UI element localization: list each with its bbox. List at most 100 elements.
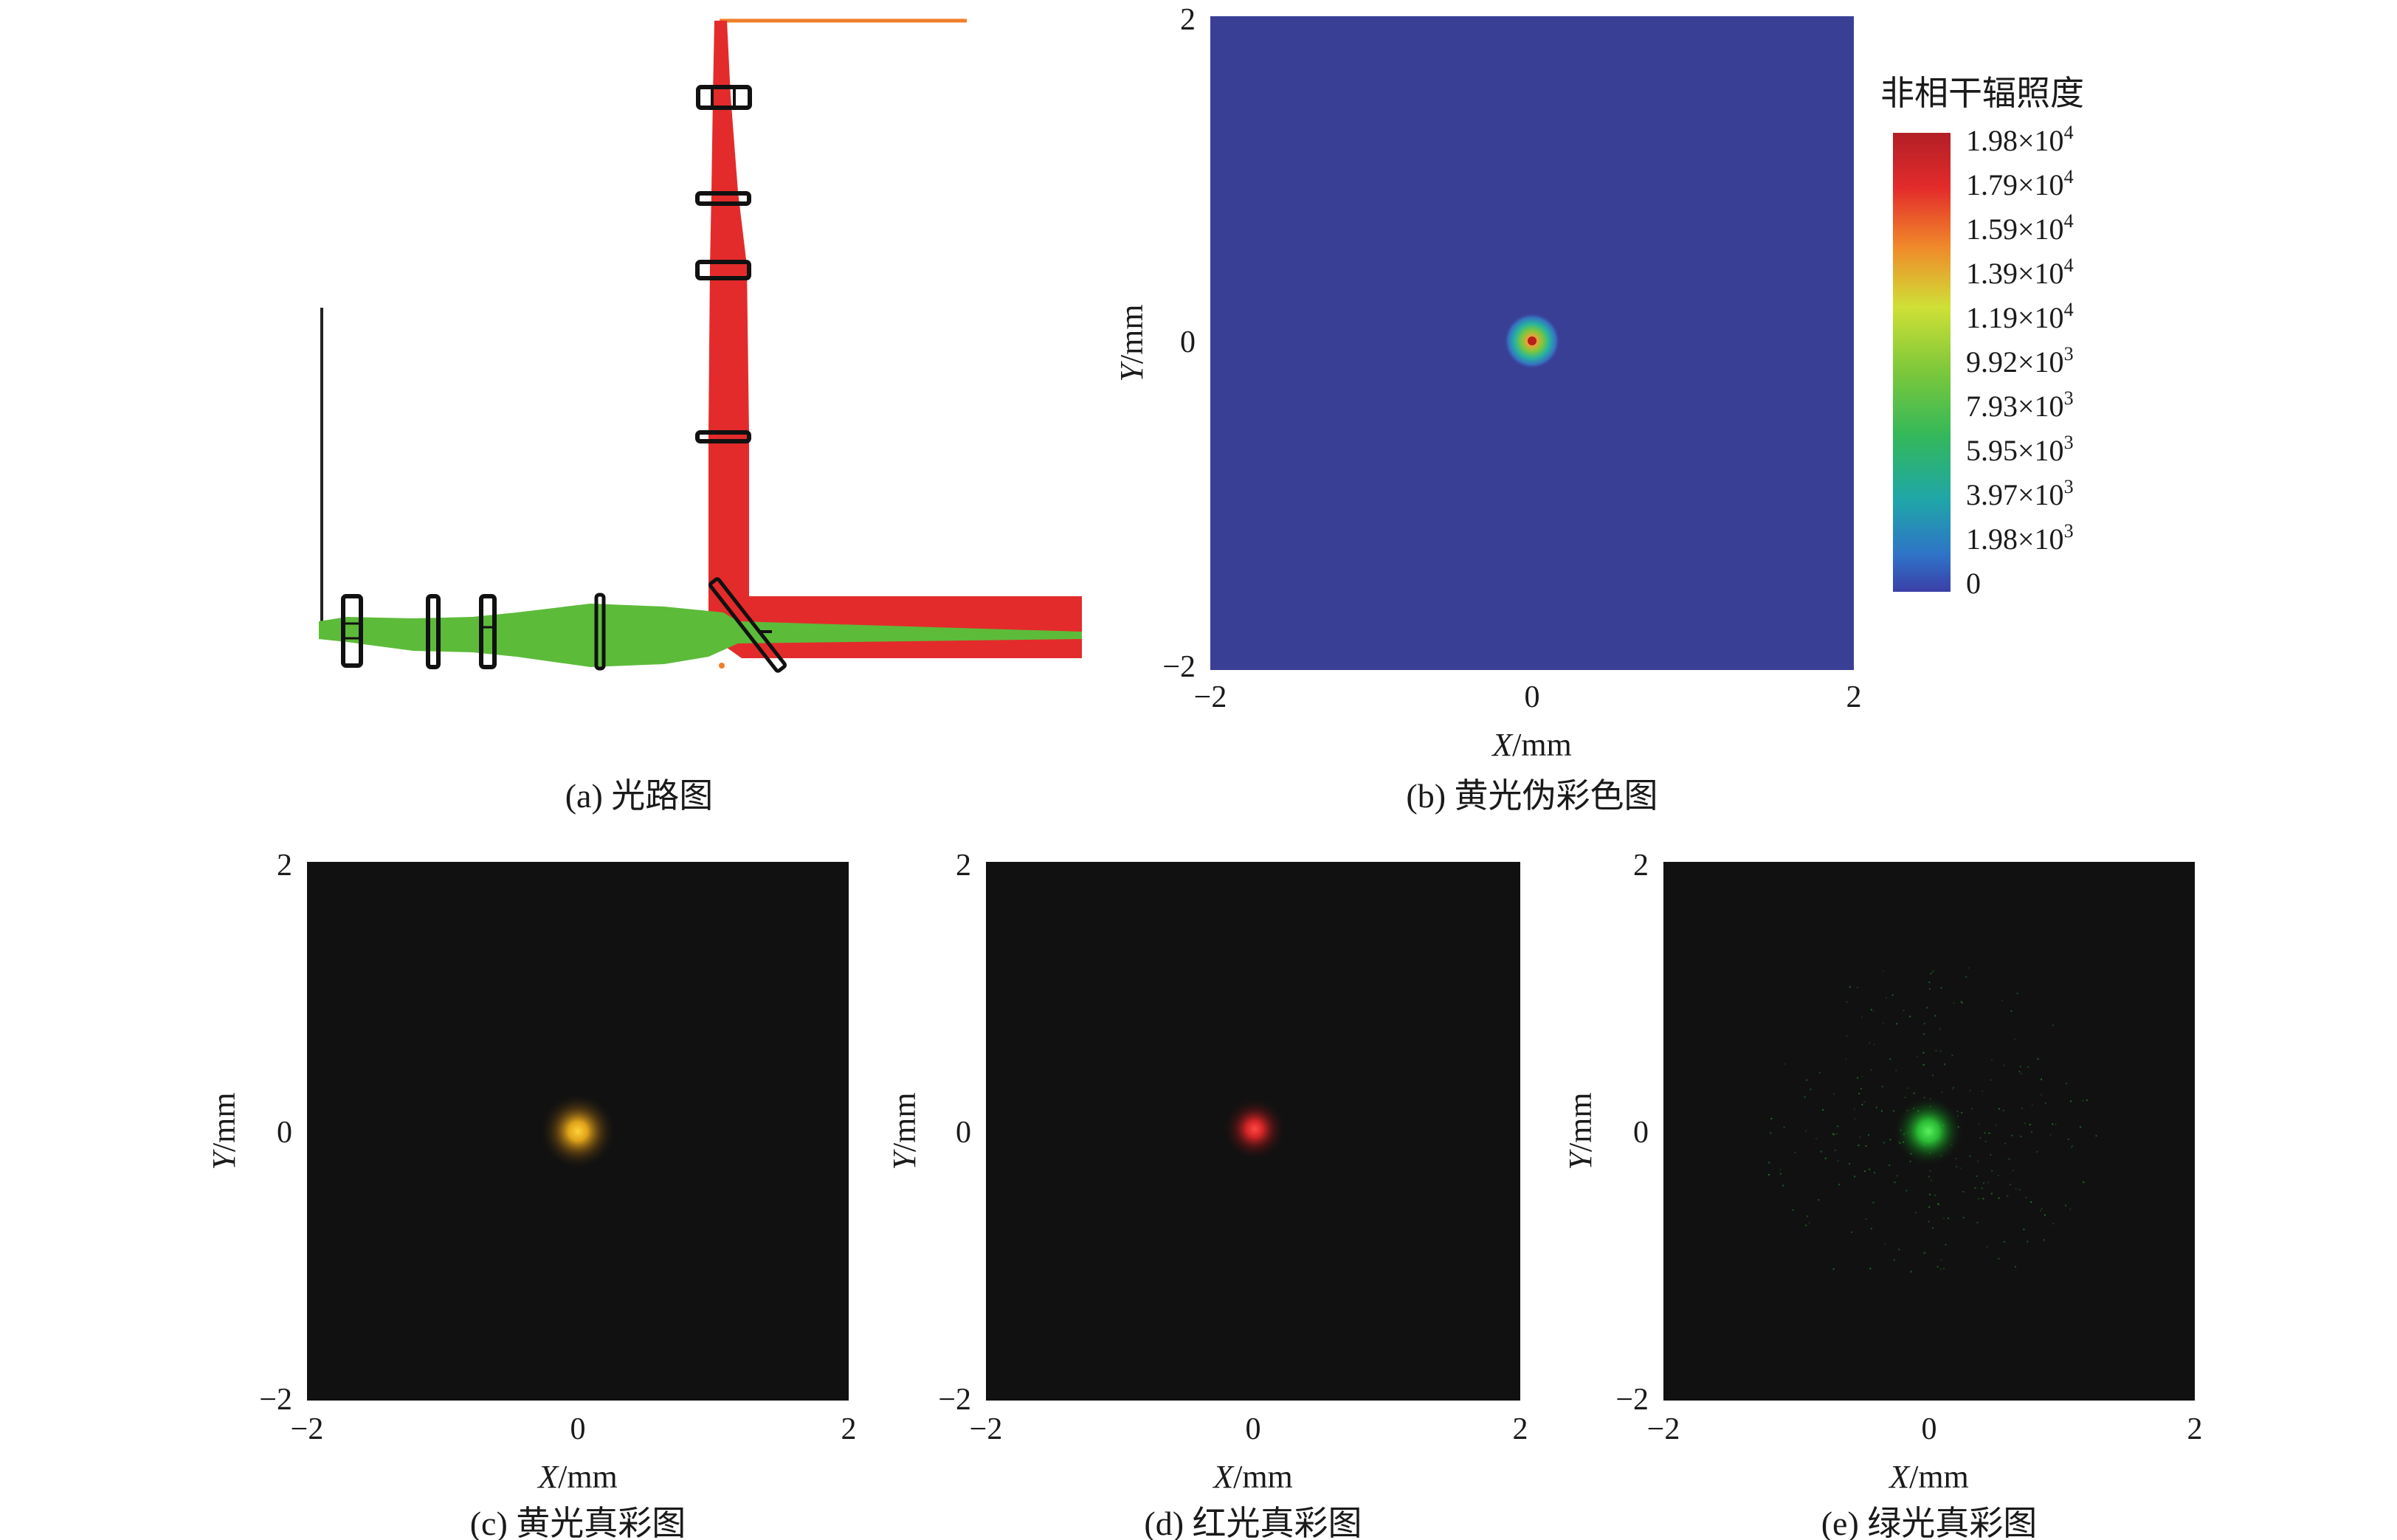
e-xtick-right: 2 [2187, 1412, 2203, 1446]
speckle-dot [1858, 1093, 1860, 1094]
speckle-dot [1960, 1001, 1962, 1003]
speckle-dot [2030, 1201, 2032, 1203]
speckle-dot [1998, 1108, 2000, 1110]
speckle-dot [1782, 1184, 1784, 1187]
speckle-dot [1865, 1145, 1867, 1147]
speckle-dot [1854, 1118, 1856, 1120]
speckle-dot [1924, 1251, 1926, 1254]
speckle-dot [1962, 1191, 1965, 1192]
e-ytick-mid: 0 [1633, 1116, 1649, 1150]
speckle-dot [2003, 1240, 2005, 1243]
speckle-dot [1982, 1198, 1984, 1200]
lens-horizontal-3 [479, 594, 497, 669]
c-ytick-top: 2 [277, 849, 292, 883]
spot-b-core [1528, 336, 1537, 345]
speckle-dot [1895, 1069, 1897, 1071]
speckle-dot [2049, 1133, 2052, 1136]
lens-horizontal-2 [426, 594, 441, 669]
speckle-dot [1863, 1100, 1865, 1102]
colorbar-label: 1.79×104 [1966, 166, 2074, 201]
d-ytick-top: 2 [956, 849, 971, 883]
b-xlabel: X/mm [1491, 727, 1572, 763]
speckle-dot [1913, 1092, 1915, 1094]
speckle-dot [1991, 1170, 1993, 1172]
speckle-dot [1981, 1187, 1983, 1189]
speckle-dot [1922, 1064, 1925, 1066]
caption-d: (d) 红光真彩图 [1144, 1505, 1362, 1540]
panel-d-red: 2 0 −2 −2 0 2 X/mm Y/mm (d) 红光真彩图 [886, 849, 1528, 1540]
speckle-dot [1984, 1140, 1987, 1142]
speckle-dot [2001, 999, 2004, 1001]
red-beam-vertical [708, 21, 749, 605]
speckle-dot [1770, 1117, 1773, 1119]
speckle-dot [1845, 1058, 1847, 1060]
speckle-dot [1956, 1166, 1958, 1168]
speckle-dot [1944, 1063, 1945, 1066]
speckle-dot [2010, 1010, 2013, 1012]
lens-horizontal-1 [341, 594, 363, 668]
speckle-dot [1873, 1043, 1875, 1046]
speckle-dot [2043, 1239, 2045, 1241]
lens-vertical-1 [696, 85, 752, 110]
speckle-dot [1955, 1158, 1957, 1159]
speckle-dot [1834, 1149, 1836, 1151]
speckle-dot [1792, 1209, 1794, 1211]
c-xtick-left: −2 [291, 1412, 324, 1446]
speckle-dot [2021, 1108, 2023, 1110]
speckle-dot [2020, 1136, 2022, 1138]
speckle-dot [1922, 1052, 1925, 1054]
speckle-dot [1815, 1138, 1817, 1140]
speckle-dot [1858, 1144, 1860, 1147]
colorbar-label: 1.59×104 [1966, 210, 2074, 246]
e-ytick-top: 2 [1633, 849, 1649, 883]
c-xtick-right: 2 [841, 1412, 857, 1446]
speckle-dot [1849, 1163, 1851, 1165]
speckle-dot [1880, 1110, 1883, 1112]
colorbar-title: 非相干辐照度 [1880, 75, 2084, 112]
speckle-dot [1869, 1268, 1872, 1270]
speckle-dot [1837, 1125, 1839, 1128]
speckle-dot [1857, 987, 1859, 989]
speckle-dot [1882, 970, 1884, 973]
speckle-dot [1883, 1142, 1885, 1144]
speckle-dot [1872, 1201, 1875, 1204]
speckle-dot [1820, 1150, 1822, 1153]
speckle-dot [1861, 1075, 1863, 1077]
speckle-dot [1934, 1015, 1936, 1017]
b-xtick-left: −2 [1194, 680, 1227, 714]
speckle-dot [1961, 1112, 1963, 1114]
speckle-dot [1783, 1126, 1785, 1128]
speckle-dot [1977, 1160, 1979, 1162]
speckle-dot [1998, 1197, 2000, 1199]
speckle-dot [1926, 1006, 1928, 1009]
speckle-dot [2044, 1102, 2046, 1105]
speckle-dot [1870, 1228, 1872, 1229]
speckle-dot [1805, 1130, 1807, 1132]
speckle-dot [1846, 1035, 1848, 1037]
speckle-dot [1810, 1088, 1812, 1091]
d-ylabel: Y/mm [886, 1092, 922, 1170]
panel-c-yellow: 2 0 −2 −2 0 2 X/mm Y/mm (c) 黄光真彩图 [206, 849, 857, 1540]
speckle-dot [1886, 997, 1887, 999]
lens-vertical-4 [695, 430, 751, 443]
lens-vertical-2 [695, 191, 751, 206]
speckle-dot [1979, 1137, 1982, 1139]
speckle-dot [1945, 1243, 1947, 1246]
speckle-dot [2083, 1181, 2085, 1184]
speckle-dot [1770, 1132, 1772, 1134]
speckle-dot [1928, 988, 1931, 990]
speckle-dot [1818, 1071, 1821, 1074]
speckle-dot [1822, 1109, 1824, 1111]
b-ytick-top: 2 [1180, 3, 1196, 37]
speckle-dot [1928, 1206, 1931, 1208]
speckle-dot [1998, 1257, 2000, 1260]
speckle-dot [1896, 1175, 1898, 1177]
speckle-dot [2011, 1134, 2013, 1136]
e-ylabel: Y/mm [1562, 1092, 1598, 1170]
speckle-dot [1904, 1097, 1906, 1099]
speckle-dot [2015, 1188, 2017, 1190]
speckle-dot [1768, 1174, 1770, 1175]
speckle-dot [2072, 1144, 2074, 1147]
